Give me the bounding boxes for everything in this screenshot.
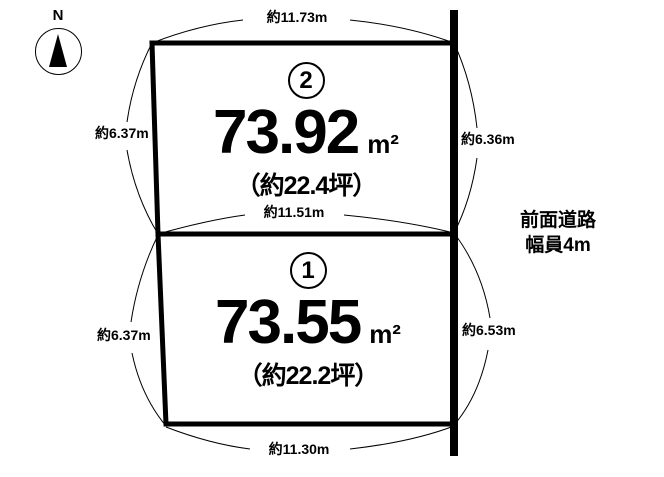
dimension-upper-left: 約6.37m bbox=[95, 125, 149, 141]
dimension-top-width: 約11.73m bbox=[250, 9, 344, 25]
plot-1-area-tsubo: （約22.2坪） bbox=[237, 362, 380, 390]
dimension-upper-right: 約6.36m bbox=[461, 131, 515, 147]
front-road-line2: 幅員4m bbox=[525, 235, 591, 256]
dimension-lower-right: 約6.53m bbox=[462, 322, 516, 338]
plot-2-number-badge: 2 bbox=[287, 62, 325, 99]
front-road-label: 前面道路 幅員4m bbox=[503, 208, 613, 258]
front-road-line1: 前面道路 bbox=[519, 210, 596, 231]
leader-lines bbox=[126, 19, 491, 450]
plot-2-area-tsubo: （約22.4坪） bbox=[235, 172, 378, 200]
compass-circle-icon bbox=[35, 28, 82, 75]
north-label: N bbox=[52, 7, 64, 24]
plot-1-number-badge: 1 bbox=[289, 252, 327, 289]
dimension-lower-left: 約6.37m bbox=[97, 327, 151, 343]
plot-2-info: 2 73.92 m² （約22.4坪） bbox=[163, 62, 449, 202]
compass-needle-icon bbox=[49, 34, 67, 67]
plot-1-area-unit: m² bbox=[369, 319, 401, 349]
north-compass: N bbox=[30, 8, 86, 88]
plot-2-area-sqm: 73.92 bbox=[213, 98, 360, 167]
plot-2-area-unit: m² bbox=[367, 129, 399, 159]
plot-1-area-sqm: 73.55 bbox=[215, 288, 362, 357]
dimension-middle-width: 約11.51m bbox=[247, 204, 341, 220]
plot-1-info: 1 73.55 m² （約22.2坪） bbox=[166, 252, 450, 392]
dimension-bottom-width: 約11.30m bbox=[252, 441, 346, 457]
